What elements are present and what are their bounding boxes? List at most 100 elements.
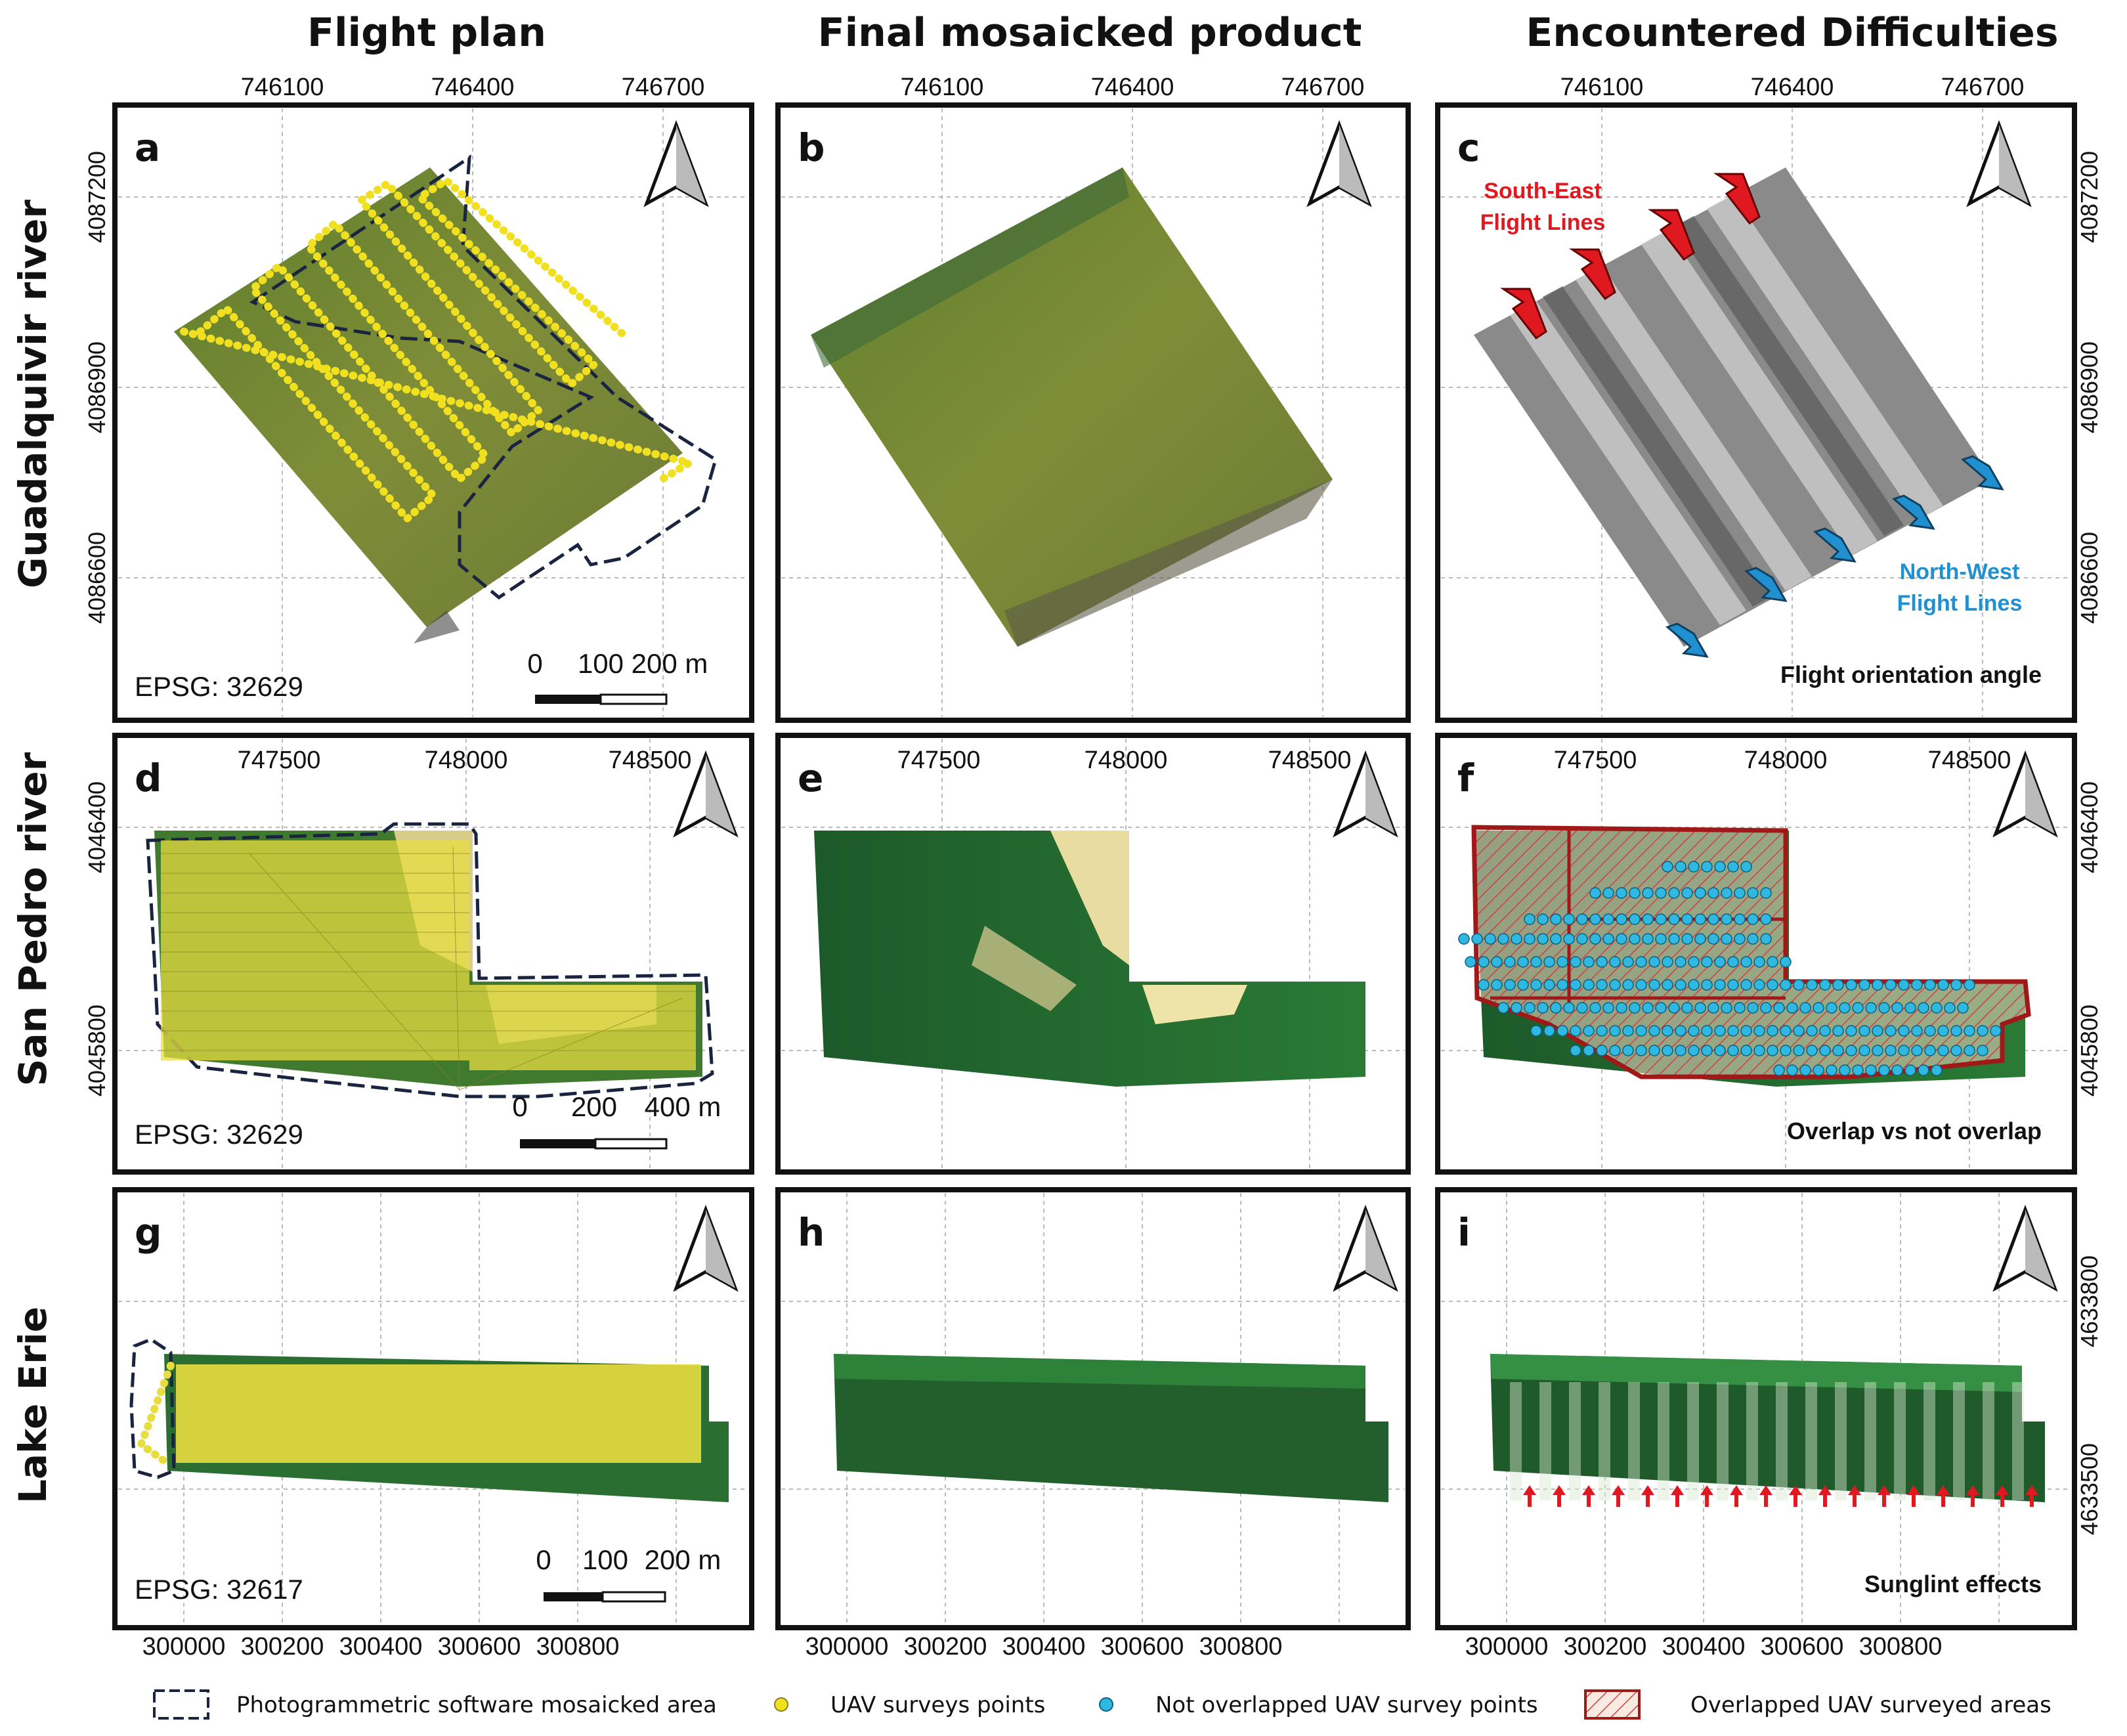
sunglint-arrow-icon [1789,1485,1802,1507]
not-overlapped-point [1596,1025,1608,1037]
panel-a-letter: a [135,125,160,170]
not-overlapped-point [1727,956,1739,968]
not-overlapped-point [1662,1025,1673,1037]
sunglint-arrow-icon [1966,1485,1979,1507]
not-overlapped-point [1734,887,1746,899]
not-overlapped-point [1773,1002,1785,1014]
not-overlapped-point [1675,861,1687,873]
not-overlapped-point [1576,933,1588,945]
not-overlapped-point [1878,1064,1890,1076]
not-overlapped-point [1872,979,1883,991]
not-overlapped-point [1858,1025,1870,1037]
x-tick-label: 748000 [425,747,508,774]
y-tick-label: 4633500 [2076,1443,2103,1535]
not-overlapped-point [1655,1002,1667,1014]
scale-label: 200 m [645,1544,721,1575]
not-overlapped-point [1950,1045,1962,1056]
not-overlapped-point [1845,1045,1857,1056]
panel-e-north-arrow [1333,750,1398,838]
not-overlapped-point [1964,979,1975,991]
x-tick-label: 300400 [1002,1633,1086,1660]
not-overlapped-point [1524,1002,1536,1014]
x-tick-label: 746700 [1941,74,2025,101]
not-overlapped-point [1793,979,1805,991]
not-overlapped-point [1642,887,1654,899]
not-overlapped-point [1885,979,1897,991]
not-overlapped-point [1740,979,1752,991]
y-tick-label: 4633800 [2076,1255,2103,1347]
scale-label: 0 [512,1091,527,1122]
not-overlapped-point [1491,956,1503,968]
not-overlapped-point [1458,933,1470,945]
not-overlapped-point [1668,1002,1680,1014]
not-overlapped-point [1668,887,1680,899]
not-overlapped-point [1563,913,1575,925]
not-overlapped-point [1701,861,1713,873]
not-overlapped-point [1898,1025,1910,1037]
not-overlapped-point [1602,913,1614,925]
not-overlapped-point [1609,979,1621,991]
x-tick-label: 746100 [241,74,324,101]
not-overlapped-point [1865,1002,1877,1014]
not-overlapped-point [1629,887,1641,899]
not-overlapped-point [1609,1045,1621,1056]
panel-d: d EPSG: 32629 0 200 400 m 747500 748000 … [83,733,754,1175]
not-overlapped-point [1832,979,1844,991]
not-overlapped-point [1543,956,1555,968]
not-overlapped-point [1497,933,1509,945]
not-overlapped-point [1950,1025,1962,1037]
not-overlapped-point [1767,1045,1778,1056]
y-tick-label: 4086600 [83,532,110,624]
legend-not-overlapped-label: Not overlapped UAV survey points [1155,1692,1538,1718]
not-overlapped-point [1727,861,1739,873]
not-overlapped-point [1596,979,1608,991]
not-overlapped-point [1681,1002,1693,1014]
not-overlapped-point [1694,887,1706,899]
not-overlapped-point [1589,1002,1601,1014]
panel-a-mosaic-boundary [249,154,718,600]
not-overlapped-point [1609,1025,1621,1037]
panel-i-orthomosaic [1490,1354,2045,1502]
not-overlapped-point [1589,887,1601,899]
x-tick-label: 746700 [622,74,705,101]
not-overlapped-point [1806,1025,1818,1037]
not-overlapped-point [1839,1002,1851,1014]
not-overlapped-point [1589,933,1601,945]
not-overlapped-point [1826,1064,1837,1076]
x-tick-label: 300000 [142,1633,226,1660]
not-overlapped-point [1635,1045,1647,1056]
not-overlapped-point [1964,1025,1975,1037]
not-overlapped-point [1550,933,1562,945]
scale-label: 200 m [632,648,708,679]
not-overlapped-point [1767,1025,1778,1037]
not-overlapped-point [1767,956,1778,968]
not-overlapped-point [1904,1064,1916,1076]
not-overlapped-point [1826,1002,1837,1014]
not-overlapped-point [1786,1002,1798,1014]
column-title-final-mosaic: Final mosaicked product [817,10,1362,56]
not-overlapped-point [1622,979,1634,991]
not-overlapped-point [1727,979,1739,991]
scale-label: 100 [578,648,624,679]
scale-label: 400 m [645,1091,721,1122]
scale-label: 0 [527,648,542,679]
x-tick-label: 300000 [806,1633,889,1660]
not-overlapped-point [1596,1045,1608,1056]
not-overlapped-point [1662,1045,1673,1056]
sunglint-arrow-icon [1582,1485,1595,1507]
y-tick-label: 4087200 [2076,151,2103,243]
sunglint-arrow-icon [1878,1485,1891,1507]
panel-i-sunglint-arrows [1523,1485,2038,1507]
not-overlapped-point [1524,913,1536,925]
legend-mosaicked-label: Photogrammetric software mosaicked area [236,1692,717,1718]
not-overlapped-point [1740,956,1752,968]
not-overlapped-point [1681,933,1693,945]
sunglint-arrow-icon [1730,1485,1743,1507]
column-title-flight-plan: Flight plan [307,10,547,56]
not-overlapped-point [1471,933,1483,945]
not-overlapped-point [1780,1025,1792,1037]
not-overlapped-point [1511,933,1522,945]
not-overlapped-point [1648,1025,1660,1037]
not-overlapped-point [1924,1045,1936,1056]
x-tick-label: 747500 [897,747,981,774]
